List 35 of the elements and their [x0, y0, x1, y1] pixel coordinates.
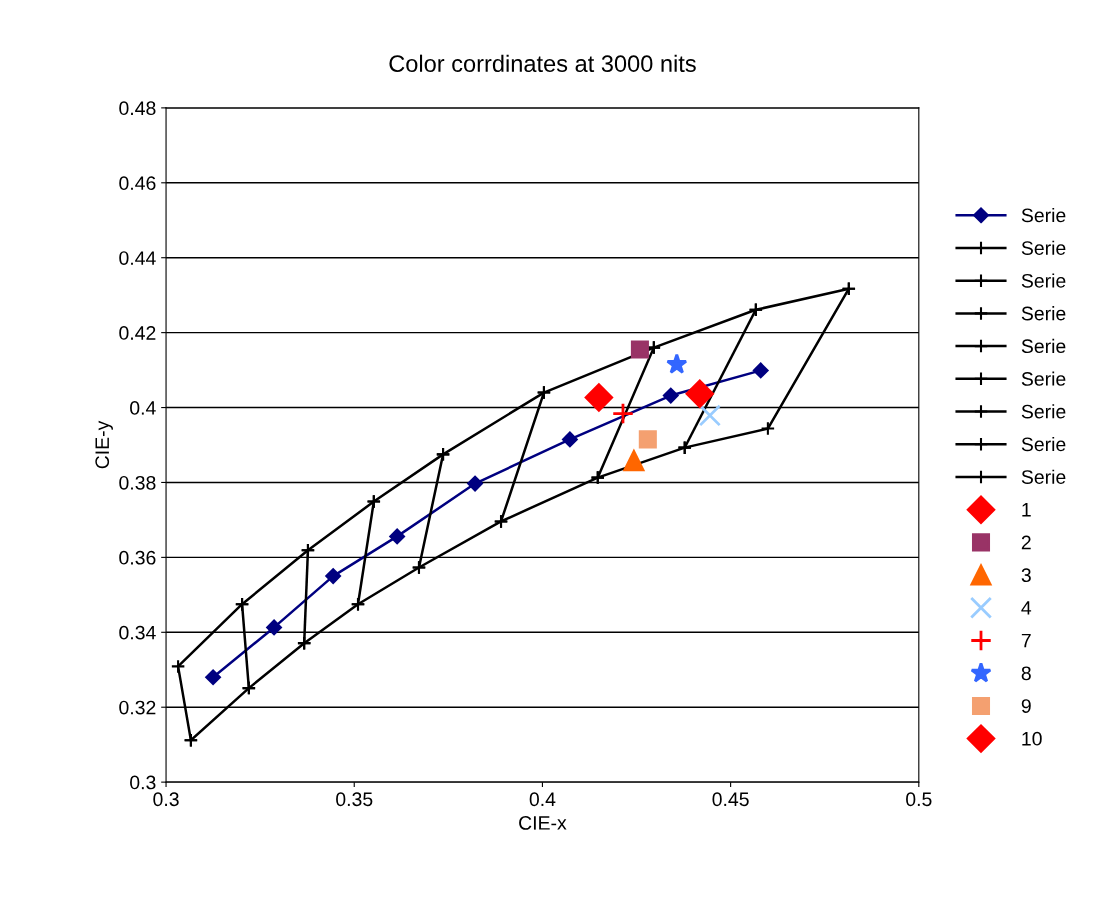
- legend-label: Serie: [1021, 207, 1066, 223]
- legend-label: 8: [1021, 666, 1031, 681]
- legend-label: Serie: [1021, 404, 1066, 419]
- legend-label: Serie: [1021, 469, 1066, 484]
- legend-label: 1: [1022, 503, 1031, 517]
- x-tick-label: 0.5: [906, 792, 932, 807]
- y-tick-label: 0.48: [119, 101, 156, 116]
- y-tick-label: 0.38: [119, 475, 156, 490]
- legend-label: Serie: [1021, 371, 1066, 386]
- y-tick-label: 0.36: [119, 550, 156, 565]
- legend-label: 2: [1021, 535, 1031, 550]
- legend-label: 10: [1022, 731, 1042, 746]
- legend-label: 7: [1021, 633, 1031, 648]
- chart-title: Color corrdinates at 3000 nits: [389, 54, 696, 72]
- legend-label: 3: [1021, 568, 1031, 583]
- y-tick-label: 0.44: [119, 251, 156, 265]
- y-tick-label: 0.4: [130, 401, 156, 415]
- x-tick-label: 0.35: [336, 792, 373, 807]
- legend-label: Serie: [1021, 240, 1066, 255]
- x-tick-label: 0.4: [529, 792, 556, 807]
- x-axis-title: CIE-x: [519, 816, 567, 830]
- y-tick-label: 0.3: [130, 775, 156, 790]
- y-tick-label: 0.32: [119, 700, 156, 715]
- legend-label: Serie: [1021, 436, 1066, 452]
- x-tick-label: 0.3: [153, 792, 179, 807]
- y-tick-label: 0.42: [119, 326, 156, 340]
- legend-label: Serie: [1021, 338, 1066, 354]
- y-axis-title: CIE-y: [95, 420, 113, 469]
- legend-label: Serie: [1021, 306, 1066, 321]
- legend-label: Serie: [1021, 273, 1066, 288]
- x-tick-label: 0.45: [712, 792, 749, 807]
- y-tick-label: 0.34: [119, 625, 156, 640]
- y-tick-label: 0.46: [119, 176, 156, 191]
- legend-label: 4: [1021, 601, 1032, 615]
- legend-label: 9: [1021, 699, 1031, 713]
